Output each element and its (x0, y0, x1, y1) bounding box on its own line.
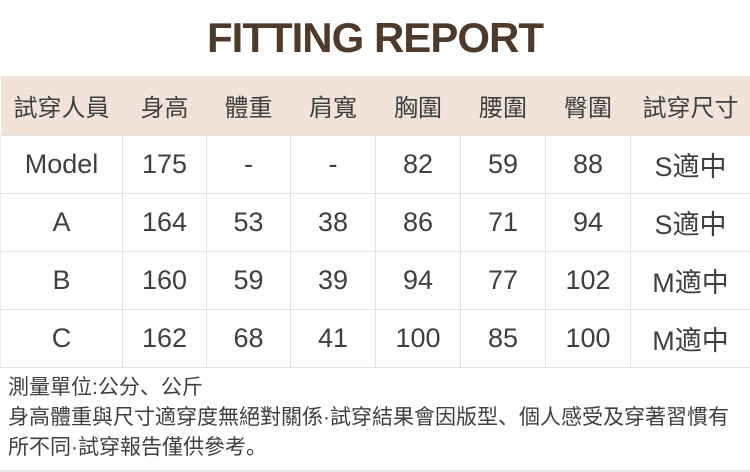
cell-fitting-size: M適中 (630, 308, 750, 368)
cell-height: 175 (122, 134, 207, 194)
col-header-fitting-size: 試穿尺寸 (630, 76, 750, 135)
header-row: 試穿人員 身高 體重 肩寬 胸圍 腰圍 臀圍 試穿尺寸 (0, 76, 750, 135)
cell-weight: 68 (206, 308, 291, 368)
cell-hip: 94 (545, 192, 631, 252)
title-bar: FITTING REPORT (0, 0, 750, 76)
table-row-b: B 160 59 39 94 77 102 M適中 (0, 250, 750, 310)
col-header-waist: 腰圍 (460, 76, 546, 135)
cell-height: 164 (122, 192, 207, 252)
cell-bust: 86 (375, 192, 461, 252)
cell-weight: 59 (206, 250, 291, 310)
cell-tester: Model (0, 134, 123, 194)
cell-shoulder: 41 (290, 308, 376, 368)
cell-fitting-size: S適中 (630, 192, 750, 252)
cell-hip: 102 (545, 250, 631, 310)
cell-weight: - (206, 134, 291, 194)
cell-bust: 100 (375, 308, 461, 368)
cell-shoulder: 38 (290, 192, 376, 252)
cell-tester: B (0, 250, 123, 310)
cell-shoulder: - (290, 134, 376, 194)
table-row-model: Model 175 - - 82 59 88 S適中 (0, 134, 750, 194)
cell-waist: 59 (460, 134, 546, 194)
cell-hip: 100 (545, 308, 631, 368)
fitting-table: 試穿人員 身高 體重 肩寬 胸圍 腰圍 臀圍 試穿尺寸 Model 175 - … (0, 76, 750, 368)
cell-shoulder: 39 (290, 250, 376, 310)
col-header-height: 身高 (122, 76, 207, 135)
cell-bust: 82 (375, 134, 461, 194)
cell-tester: C (0, 308, 123, 368)
disclaimer-note: 身高體重與尺寸適穿度無絕對關係·試穿結果會因版型、個人感受及穿著習慣有所不同·試… (8, 405, 729, 459)
table-row-a: A 164 53 38 86 71 94 S適中 (0, 192, 750, 252)
cell-bust: 94 (375, 250, 461, 310)
col-header-bust: 胸圍 (375, 76, 461, 135)
notes-section: 測量單位:公分、公斤 身高體重與尺寸適穿度無絕對關係·試穿結果會因版型、個人感受… (0, 368, 750, 472)
cell-tester: A (0, 192, 123, 252)
cell-height: 162 (122, 308, 207, 368)
cell-height: 160 (122, 250, 207, 310)
cell-waist: 71 (460, 192, 546, 252)
cell-fitting-size: S適中 (630, 134, 750, 194)
cell-waist: 77 (460, 250, 546, 310)
page-title: FITTING REPORT (207, 14, 544, 61)
cell-fitting-size: M適中 (630, 250, 750, 310)
cell-weight: 53 (206, 192, 291, 252)
col-header-hip: 臀圍 (545, 76, 631, 135)
col-header-shoulder: 肩寬 (290, 76, 376, 135)
table-row-c: C 162 68 41 100 85 100 M適中 (0, 308, 750, 368)
col-header-weight: 體重 (206, 76, 291, 135)
cell-waist: 85 (460, 308, 546, 368)
measurement-unit-note: 測量單位:公分、公斤 (8, 375, 203, 399)
col-header-tester: 試穿人員 (0, 76, 123, 135)
cell-hip: 88 (545, 134, 631, 194)
